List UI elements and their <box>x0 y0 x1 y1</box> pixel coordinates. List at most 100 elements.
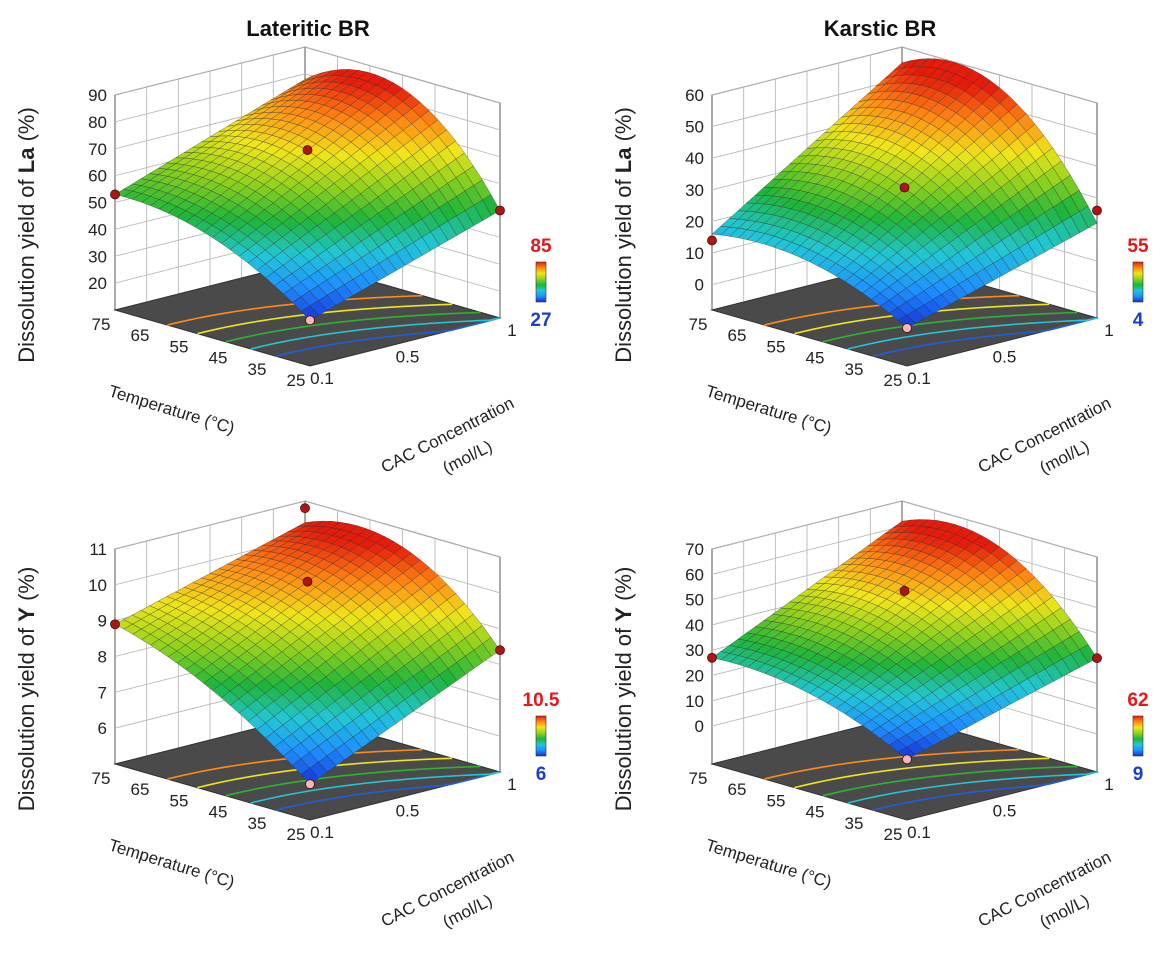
z-tick-label: 50 <box>88 194 107 213</box>
surface-mesh <box>711 58 1098 329</box>
design-point <box>110 619 120 630</box>
colorbar <box>1132 715 1144 757</box>
z-axis-label-prefix: Dissolution yield of <box>611 622 636 812</box>
colorbar-min-label: 4 <box>1133 310 1144 331</box>
x-tick-label: 45 <box>209 803 228 822</box>
floor-contour-line <box>847 771 1098 804</box>
colorbar-min-label: 9 <box>1133 764 1144 785</box>
y-tick-label: 0.1 <box>310 823 334 842</box>
x-tick-label: 65 <box>131 326 150 345</box>
design-point <box>899 182 910 193</box>
z-axis-label: Dissolution yield of La (%) <box>611 107 636 363</box>
floor-contour-line <box>822 311 1078 343</box>
floor-contour-line <box>794 757 1050 789</box>
floor-contour-line <box>764 294 1020 326</box>
x-tick-label: 65 <box>728 326 747 345</box>
x-tick-label: 35 <box>248 814 267 833</box>
z-tick-label: 80 <box>88 113 107 132</box>
x-tick-label: 45 <box>209 349 228 368</box>
colorbar-min-label: 6 <box>536 764 547 785</box>
z-tick-label: 6 <box>98 719 107 738</box>
design-point <box>707 652 717 663</box>
colorbar <box>1132 261 1144 303</box>
floor-contour-line <box>225 311 481 343</box>
y-tick-label: 0.5 <box>993 347 1017 366</box>
x-tick-label: 45 <box>806 349 825 368</box>
colorbar-max-label: 10.5 <box>523 690 560 711</box>
z-tick-label: 50 <box>685 591 704 610</box>
x-tick-label: 35 <box>845 814 864 833</box>
y-tick-label: 0.5 <box>396 801 420 820</box>
x-tick-label: 35 <box>248 360 267 379</box>
design-point <box>899 586 910 596</box>
floor-contour-line <box>847 317 1098 350</box>
z-tick-label: 20 <box>685 666 704 685</box>
z-tick-label: 7 <box>98 683 107 702</box>
design-point <box>300 503 310 514</box>
z-axis-label-element: Y <box>14 607 39 622</box>
y-tick-label: 1 <box>507 775 516 794</box>
surface-plot-4: 0 10 20 30 40 50 60 70 75 65 55 45 35 25 0.1 0.5 1 Temper… <box>611 500 1149 932</box>
floor-contour-line <box>822 765 1078 797</box>
design-point <box>302 576 313 587</box>
x-axis-label: Temperature (°C) <box>703 836 833 892</box>
colorbar-max-label: 62 <box>1127 690 1148 711</box>
z-tick-label: 60 <box>685 86 704 105</box>
x-tick-label: 55 <box>767 791 786 810</box>
x-tick-label: 25 <box>287 825 306 844</box>
z-tick-label: 10 <box>685 244 704 263</box>
z-tick-label: 11 <box>89 540 107 559</box>
x-axis-label: Temperature (°C) <box>106 382 236 438</box>
colorbar <box>535 715 547 757</box>
floor-contour-line <box>764 748 1020 780</box>
floor-contour-line <box>250 771 501 804</box>
colorbar <box>535 261 547 303</box>
floor-contour-line <box>275 317 501 357</box>
design-point <box>1092 205 1102 216</box>
design-point <box>902 323 912 333</box>
x-axis-label: Temperature (°C) <box>106 836 236 892</box>
design-point <box>305 779 315 790</box>
floor-contour-line <box>275 771 501 811</box>
colorbar-max-label: 85 <box>530 236 552 257</box>
z-tick-label: 10 <box>685 692 704 711</box>
z-tick-label: 60 <box>685 565 704 584</box>
x-tick-label: 25 <box>287 371 306 390</box>
y-tick-label: 1 <box>1104 321 1113 340</box>
floor-contour-line <box>872 771 1098 811</box>
design-point <box>707 235 717 246</box>
x-tick-label: 65 <box>131 780 150 799</box>
design-point <box>495 205 505 216</box>
x-axis-label: Temperature (°C) <box>703 382 833 438</box>
z-tick-label: 90 <box>88 86 107 105</box>
z-tick-label: 30 <box>685 181 704 200</box>
floor-contour-line <box>872 317 1098 357</box>
surface-mesh <box>711 519 1098 760</box>
floor-contour-line <box>167 294 423 326</box>
surface-plot-3: 6 7 8 9 10 11 75 65 55 45 35 25 0.1 0.5 1 Temperature (… <box>14 500 560 932</box>
y-tick-label: 0.1 <box>907 369 931 388</box>
x-tick-label: 55 <box>170 791 189 810</box>
z-axis-label: Dissolution yield of Y (%) <box>14 567 39 812</box>
colorbar-max-label: 55 <box>1127 236 1149 257</box>
colorbar-min-label: 27 <box>530 310 551 331</box>
y-tick-label: 0.1 <box>907 823 931 842</box>
z-tick-label: 9 <box>98 612 107 631</box>
z-tick-label: 40 <box>685 149 704 168</box>
surface-plot-1: 20 30 40 50 60 70 80 90 75 65 55 45 35 25 0.1 0.5 1 Tempe… <box>14 46 552 478</box>
z-axis-label-prefix: Dissolution yield of <box>14 173 39 363</box>
x-tick-label: 25 <box>884 825 903 844</box>
design-point <box>110 189 120 200</box>
design-point <box>495 645 505 656</box>
z-tick-label: 20 <box>88 274 107 293</box>
y-tick-label: 0.1 <box>310 369 334 388</box>
x-tick-label: 35 <box>845 360 864 379</box>
z-axis-label-suffix: (%) <box>611 107 636 147</box>
z-axis-label-suffix: (%) <box>14 567 39 607</box>
z-axis-label-element: La <box>14 147 39 173</box>
surface-mesh <box>114 520 501 785</box>
floor-contour-line <box>225 765 481 797</box>
x-tick-label: 45 <box>806 803 825 822</box>
z-axis-label-suffix: (%) <box>14 107 39 147</box>
z-tick-label: 0 <box>695 717 704 736</box>
